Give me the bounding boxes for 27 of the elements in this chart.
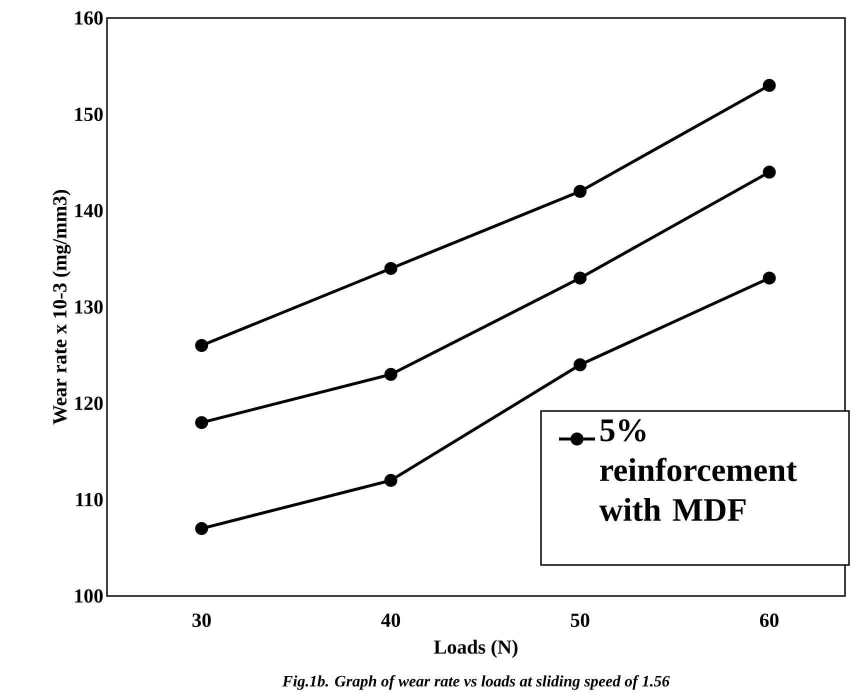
point: [574, 358, 587, 372]
point: [195, 416, 208, 430]
point: [384, 474, 398, 487]
caption: Fig.1b. Graph of wear rate vs loads at sliding speed of 1.56: [282, 675, 670, 690]
y-tick-label: 150: [75, 108, 103, 122]
point: [574, 184, 587, 198]
x-tick-label: 40: [381, 614, 400, 627]
point: [762, 166, 776, 179]
point: [574, 272, 587, 285]
point: [762, 272, 776, 285]
y-tick-label: 120: [75, 396, 103, 410]
y-tick-label: 100: [75, 589, 103, 603]
x-tick-label: 60: [760, 614, 779, 627]
y-tick-label: 140: [75, 204, 103, 218]
point: [195, 339, 208, 352]
y-tick-label: 110: [76, 492, 103, 506]
legend-label: 5% reinforcement with MDF: [599, 419, 797, 522]
point: [195, 522, 208, 536]
x-axis-title: Loads (N): [434, 640, 518, 658]
x-tick-label: 50: [570, 614, 590, 627]
point: [762, 78, 776, 92]
x-tick-label: 30: [192, 614, 211, 627]
point: [384, 262, 398, 275]
y-tick-label: 130: [75, 300, 103, 314]
point: [384, 368, 398, 381]
y-tick-label: 160: [75, 11, 103, 25]
y-axis-title: Wear rate x 10-3 (mg/mm3): [52, 190, 71, 425]
